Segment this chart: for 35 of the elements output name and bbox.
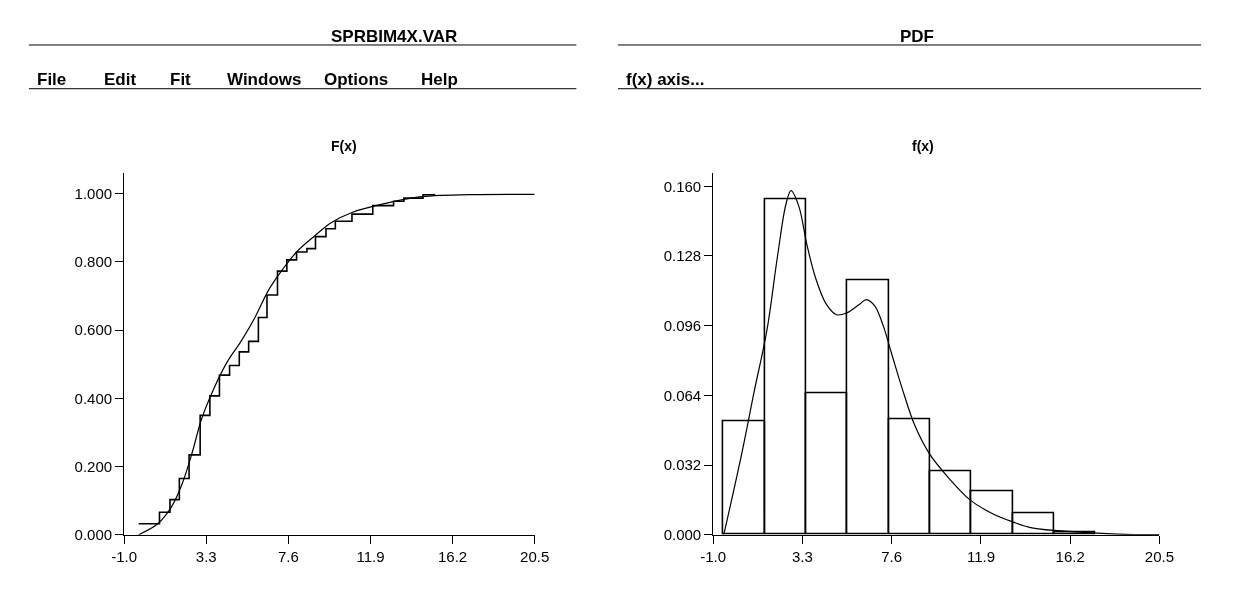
text: f(x) axis... [626, 70, 705, 89]
y-axis-title: F(x) [331, 138, 357, 154]
y-tick-label: 0.160 [663, 177, 702, 195]
text: Options [324, 70, 389, 89]
text: Fit [170, 70, 192, 89]
chart-title: PDF [900, 27, 934, 46]
chart-title: SPRBIM4X.VAR [331, 27, 458, 46]
x-tick-label: 3.3 [792, 547, 813, 565]
x-tick-label: 11.9 [356, 547, 385, 565]
text: Edit [104, 70, 137, 89]
x-tick-label: 20.5 [1144, 547, 1175, 565]
x-tick-label: 16.2 [437, 547, 468, 565]
y-tick-label: 0.200 [74, 457, 113, 475]
y-tick-label: 0.000 [74, 525, 113, 543]
x-tick-label: 7.6 [277, 547, 299, 565]
y-axis-title: f(x) [912, 138, 934, 154]
x-tick-label: 11.9 [966, 547, 995, 565]
y-tick-label: 0.800 [74, 253, 113, 271]
y-tick-label: 0.096 [663, 316, 702, 334]
y-tick-label: 0.000 [663, 525, 702, 543]
x-tick-label: -1.0 [700, 547, 727, 565]
y-tick-label: 0.600 [74, 321, 113, 339]
text: Help [421, 70, 458, 89]
x-tick-label: 16.2 [1055, 547, 1085, 565]
x-tick-label: -1.0 [111, 547, 138, 565]
y-tick-label: 0.064 [663, 386, 702, 404]
y-tick-label: 0.400 [74, 389, 113, 407]
y-tick-label: 0.128 [663, 247, 702, 265]
x-tick-label: 7.6 [881, 547, 903, 565]
text: File [37, 70, 67, 89]
x-tick-label: 20.5 [520, 547, 550, 565]
text: Windows [227, 70, 302, 89]
y-tick-label: 0.032 [663, 456, 702, 474]
x-tick-label: 3.3 [195, 547, 217, 565]
y-tick-label: 1.000 [74, 184, 113, 202]
